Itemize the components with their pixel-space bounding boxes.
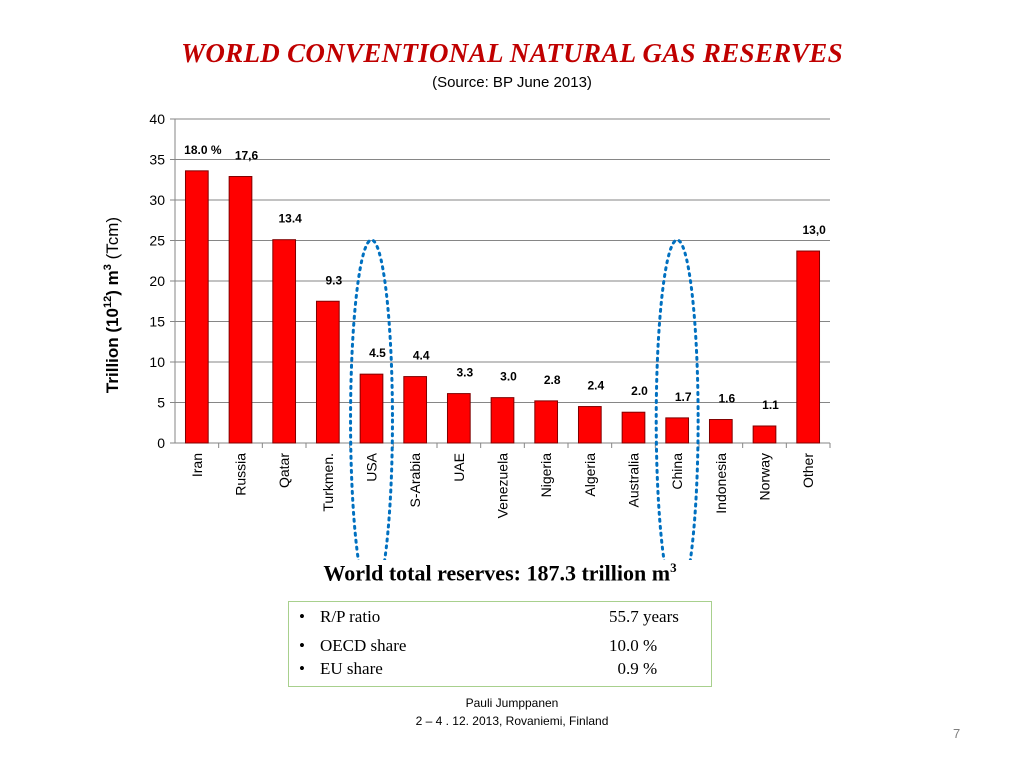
y-axis-label-exp2: 3 xyxy=(102,264,114,270)
x-tick-label: Australia xyxy=(626,453,642,508)
world-total-text: World total reserves: 187.3 trillion m xyxy=(323,560,671,586)
data-label: 2.0 xyxy=(631,384,648,398)
x-tick-labels: Iran Russia Qatar Turkmen. USA S-Arabia UAE Ven… xyxy=(189,452,816,518)
bar-indonesia xyxy=(708,419,733,444)
y-tick-label: 0 xyxy=(157,435,165,451)
reserves-bar-chart: 18.0 % 17,6 13.4 9.3 4.5 4.4 3.3 3.0 2.8 2.4 2.0 1.… xyxy=(102,111,831,560)
x-tick-label: China xyxy=(669,453,685,490)
bar-china xyxy=(665,417,690,444)
bar-russia xyxy=(228,176,253,444)
data-label: 18.0 % xyxy=(184,143,222,157)
stat-label: OECD share xyxy=(320,636,407,655)
bullet: • xyxy=(299,607,305,626)
chart-data-labels: 18.0 % 17,6 13.4 9.3 4.5 4.4 3.3 3.0 2.8 2.4 2.0 1.… xyxy=(184,143,826,412)
y-tick-labels: 0 5 10 15 20 25 30 35 40 xyxy=(149,111,165,451)
data-label: 9.3 xyxy=(325,273,342,287)
stat-value: 55.7 years xyxy=(609,607,679,626)
data-label: 4.4 xyxy=(413,349,430,363)
x-tick-label: Nigeria xyxy=(538,453,554,498)
y-tick-label: 20 xyxy=(149,273,165,289)
y-tick-label: 35 xyxy=(149,152,165,168)
y-tick-label: 40 xyxy=(149,111,165,127)
data-label: 1.6 xyxy=(718,392,735,406)
bar-qatar xyxy=(272,239,297,444)
y-axis-label: Trillion (1012) m3 (Tcm) xyxy=(102,217,122,393)
y-axis-label-exp: 12 xyxy=(102,296,114,308)
data-label: 2.4 xyxy=(587,379,604,393)
data-label: 17,6 xyxy=(235,149,259,163)
y-axis-label-mid: ) m xyxy=(103,270,122,296)
x-tick-label: USA xyxy=(364,452,380,481)
bar-norway xyxy=(752,425,777,444)
x-tick-label: Russia xyxy=(233,453,249,496)
x-tick-label: Other xyxy=(800,453,816,488)
x-tick-label: Turkmen. xyxy=(320,453,336,512)
bar-australia xyxy=(621,411,646,444)
x-tick-label: Indonesia xyxy=(713,453,729,514)
data-label: 13,0 xyxy=(802,223,826,237)
y-tick-label: 15 xyxy=(149,314,165,330)
stats-box: • R/P ratio 55.7 years • OECD share 10.0… xyxy=(288,601,712,687)
slide-title: WORLD CONVENTIONAL NATURAL GAS RESERVES xyxy=(181,38,843,68)
bar-uae xyxy=(446,393,471,444)
stat-row-eu-share: • EU share 0.9 % xyxy=(289,659,711,681)
x-tick-label: Algeria xyxy=(582,453,598,497)
bar-nigeria xyxy=(534,400,559,444)
stat-value: 0.9 % xyxy=(609,659,658,678)
y-axis-label-unit: (Tcm) xyxy=(103,217,122,264)
y-tick-label: 30 xyxy=(149,192,165,208)
y-tick-label: 5 xyxy=(157,395,165,411)
x-tick-label: S-Arabia xyxy=(407,453,423,508)
x-tick-label: Venezuela xyxy=(495,453,511,519)
page-number: 7 xyxy=(953,726,961,741)
data-label: 1.1 xyxy=(762,398,779,412)
highlight-ellipses xyxy=(349,238,700,560)
world-total-unit-exp: 3 xyxy=(670,560,677,575)
data-label: 3.0 xyxy=(500,370,517,384)
data-label: 1.7 xyxy=(675,390,692,404)
stat-value: 10.0 % xyxy=(609,636,658,655)
chart-bars xyxy=(184,170,821,444)
data-label: 13.4 xyxy=(278,212,302,226)
data-label: 2.8 xyxy=(544,373,561,387)
bullet: • xyxy=(299,659,305,678)
footer-author: Pauli Jumppanen xyxy=(465,696,559,710)
stat-row-rp-ratio: • R/P ratio 55.7 years xyxy=(289,607,711,629)
x-tick-label: Norway xyxy=(757,453,773,500)
bar-usa xyxy=(359,373,384,444)
highlight-ellipse-china xyxy=(654,238,700,560)
y-axis-label-main: Trillion (10 xyxy=(103,308,122,393)
highlight-ellipse-usa xyxy=(349,238,394,560)
bar-other xyxy=(796,250,821,444)
y-tick-label: 25 xyxy=(149,233,165,249)
bar-turkmen- xyxy=(315,300,340,444)
y-tick-label: 10 xyxy=(149,354,165,370)
data-label: 3.3 xyxy=(456,366,473,380)
world-total-reserves: World total reserves: 187.3 trillion m3 xyxy=(0,560,1000,586)
bar-algeria xyxy=(577,406,602,444)
stat-row-oecd-share: • OECD share 10.0 % xyxy=(289,636,711,658)
stat-label: R/P ratio xyxy=(320,607,381,626)
data-label: 4.5 xyxy=(369,346,386,360)
bullet: • xyxy=(299,636,305,655)
slide-subtitle: (Source: BP June 2013) xyxy=(432,74,592,91)
x-tick-label: UAE xyxy=(451,453,467,482)
x-tick-label: Qatar xyxy=(276,453,292,488)
x-tick-label: Iran xyxy=(189,453,205,477)
footer-event: 2 – 4 . 12. 2013, Rovaniemi, Finland xyxy=(415,714,609,728)
bar-venezuela xyxy=(490,397,515,444)
footer: Pauli Jumppanen 2 – 4 . 12. 2013, Rovani… xyxy=(0,694,1024,730)
bar-iran xyxy=(184,170,209,444)
bar-s-arabia xyxy=(403,376,428,444)
stat-label: EU share xyxy=(320,659,383,678)
